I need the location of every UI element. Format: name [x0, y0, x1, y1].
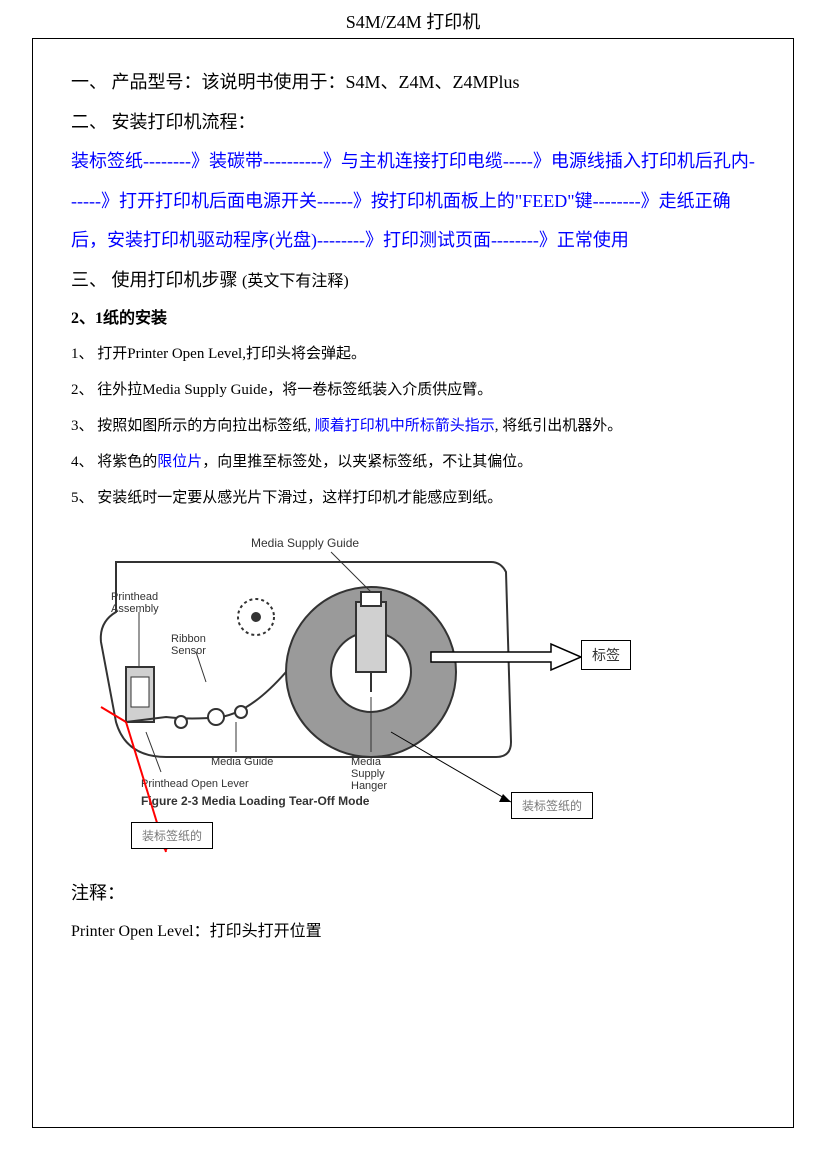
step-num: 5、	[71, 490, 94, 506]
step-text-pre: 将紫色的	[97, 454, 157, 470]
label-media-supply-hanger-2: Supply	[351, 768, 385, 780]
figure-caption: Figure 2-3 Media Loading Tear-Off Mode	[141, 794, 370, 808]
section-1-title: 一、 产品型号：该说明书使用于：S4M、Z4M、Z4MPlus	[71, 63, 755, 103]
label-box-zhuang-2: 装标签纸的	[131, 822, 213, 849]
section-3-sub: 2、1纸的安装	[71, 301, 755, 336]
label-box-biaoqian: 标签	[581, 640, 631, 670]
step-num: 1、	[71, 346, 94, 362]
label-media-supply-hanger-1: Media	[351, 756, 382, 768]
notes-line-1: Printer Open Level：打印头打开位置	[71, 913, 755, 951]
content-frame: 一、 产品型号：该说明书使用于：S4M、Z4M、Z4MPlus 二、 安装打印机…	[32, 38, 794, 1128]
notes-title: 注释：	[71, 874, 755, 914]
label-media-supply-guide: Media Supply Guide	[251, 536, 359, 550]
label-printhead-assembly-2: Assembly	[111, 603, 159, 615]
media-supply-guide-top	[361, 592, 381, 606]
diagram: Media Supply Guide Printhead Assembly Ri…	[71, 522, 711, 862]
arrowhead-icon	[499, 794, 511, 802]
label-ribbon-sensor-2: Sensor	[171, 645, 206, 657]
step-num: 2、	[71, 382, 94, 398]
section-3-title-a: 三、 使用打印机步骤	[71, 270, 242, 290]
label-printhead-open-lever: Printhead Open Lever	[141, 778, 249, 790]
callout-line	[391, 732, 511, 802]
step-text-post: ，向里推至标签处，以夹紧标签纸，不让其偏位。	[202, 454, 532, 470]
step-text: 打开Printer Open Level,打印头将会弹起。	[97, 346, 366, 362]
step-5: 5、 安装纸时一定要从感光片下滑过，这样打印机才能感应到纸。	[71, 480, 755, 516]
step-text: 往外拉Media Supply Guide，将一卷标签纸装入介质供应臂。	[97, 382, 492, 398]
roller-1	[208, 709, 224, 725]
step-4: 4、 将紫色的限位片，向里推至标签处，以夹紧标签纸，不让其偏位。	[71, 444, 755, 480]
step-text-mid: 限位片	[157, 454, 202, 470]
printer-diagram-svg: Media Supply Guide Printhead Assembly Ri…	[71, 522, 711, 862]
label-ribbon-sensor-1: Ribbon	[171, 633, 206, 645]
label-media-supply-hanger-3: Hanger	[351, 780, 387, 792]
step-text: 安装纸时一定要从感光片下滑过，这样打印机才能感应到纸。	[97, 490, 502, 506]
media-supply-guide-part	[356, 602, 386, 672]
section-3-title: 三、 使用打印机步骤 (英文下有注释)	[71, 261, 755, 301]
roller-3	[175, 716, 187, 728]
callout-line	[146, 732, 161, 772]
page: S4M/Z4M 打印机 一、 产品型号：该说明书使用于：S4M、Z4M、Z4MP…	[0, 0, 826, 1128]
page-header: S4M/Z4M 打印机	[0, 0, 826, 38]
roller-2	[235, 706, 247, 718]
ribbon-spool-center	[251, 612, 261, 622]
section-3-title-b: (英文下有注释)	[242, 273, 349, 290]
step-2: 2、 往外拉Media Supply Guide，将一卷标签纸装入介质供应臂。	[71, 372, 755, 408]
step-num: 4、	[71, 454, 94, 470]
step-text-pre: 按照如图所示的方向拉出标签纸,	[97, 418, 315, 434]
callout-line	[331, 552, 371, 592]
label-printhead-assembly-1: Printhead	[111, 591, 158, 603]
section-2-title: 二、 安装打印机流程：	[71, 103, 755, 143]
step-text-mid: 顺着打印机中所标箭头指示	[315, 418, 495, 434]
install-flow: 装标签纸--------》装碳带----------》与主机连接打印电缆----…	[71, 142, 755, 261]
label-media-guide: Media Guide	[211, 756, 273, 768]
step-text-post: , 将纸引出机器外。	[495, 418, 623, 434]
step-3: 3、 按照如图所示的方向拉出标签纸, 顺着打印机中所标箭头指示, 将纸引出机器外…	[71, 408, 755, 444]
step-num: 3、	[71, 418, 94, 434]
label-box-zhuang-1: 装标签纸的	[511, 792, 593, 819]
printhead-inner	[131, 677, 149, 707]
step-1: 1、 打开Printer Open Level,打印头将会弹起。	[71, 336, 755, 372]
